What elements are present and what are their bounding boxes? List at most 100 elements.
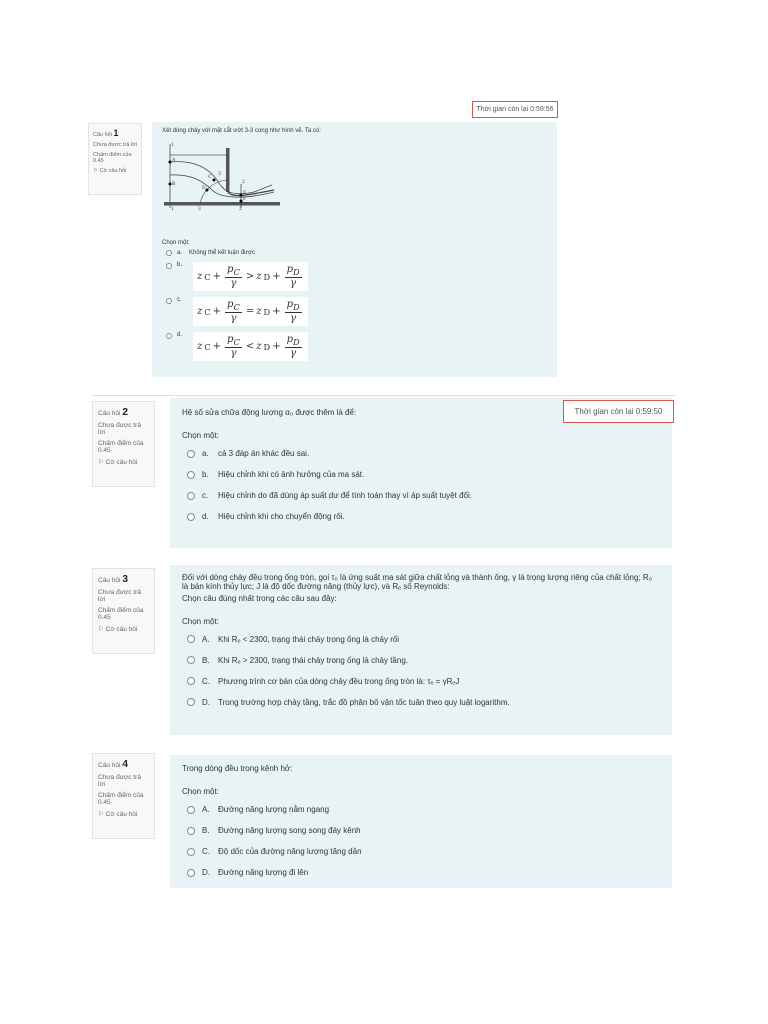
diagram-label: 3 bbox=[198, 206, 201, 210]
option-b[interactable]: B. Đường năng lượng song song đáy kênh bbox=[187, 820, 660, 841]
radio-button[interactable] bbox=[166, 298, 172, 304]
option-letter: c. bbox=[177, 297, 182, 303]
flag-question[interactable]: ⚐ Cờ câu hỏi bbox=[98, 625, 149, 633]
flag-icon: ⚐ bbox=[98, 459, 104, 466]
option-a[interactable]: A. Đường năng lượng nằm ngang bbox=[187, 799, 660, 820]
flag-label: Cờ câu hỏi bbox=[105, 811, 138, 818]
choose-one-label: Chọn một: bbox=[182, 616, 219, 626]
radio-button[interactable] bbox=[187, 512, 195, 521]
flag-icon: ⚐ bbox=[93, 168, 98, 174]
question-grade: Chấm điểm của 0.45 bbox=[98, 440, 144, 454]
flag-icon: ⚐ bbox=[98, 811, 104, 818]
option-letter: D. bbox=[202, 697, 210, 707]
option-d[interactable]: D. Trong trường hợp chảy tầng, trắc đồ ph… bbox=[187, 692, 660, 713]
question-status: Chưa được trả lời bbox=[98, 774, 141, 788]
choose-one-label: Chọn một: bbox=[182, 431, 219, 440]
radio-button[interactable] bbox=[187, 635, 195, 644]
option-text: Độ dốc của đường năng lượng tăng dần bbox=[218, 847, 362, 856]
option-text: Không thể kết luận được bbox=[189, 250, 255, 256]
option-letter: b. bbox=[177, 262, 183, 268]
flag-question[interactable]: ⚐ Cờ câu hỏi bbox=[98, 810, 149, 818]
option-letter: a. bbox=[202, 449, 209, 458]
radio-button[interactable] bbox=[187, 449, 195, 458]
option-text: Đường năng lượng nằm ngang bbox=[218, 805, 330, 814]
flag-label: Cờ câu hỏi bbox=[105, 459, 138, 466]
option-letter: b. bbox=[202, 470, 209, 479]
question-label: Câu hỏi bbox=[98, 762, 121, 769]
radio-button[interactable] bbox=[166, 333, 172, 339]
radio-button[interactable] bbox=[166, 250, 172, 256]
question-text: Đối với dòng chảy đều trong ống tròn, gọ… bbox=[182, 573, 652, 591]
radio-button[interactable] bbox=[187, 491, 195, 500]
flag-question[interactable]: ⚐ Cờ câu hỏi bbox=[93, 168, 137, 174]
option-letter: A. bbox=[202, 805, 210, 814]
option-letter: D. bbox=[202, 868, 210, 877]
radio-button[interactable] bbox=[187, 868, 195, 877]
diagram-label: E bbox=[243, 190, 246, 196]
option-a[interactable]: a. Không thể kết luận được bbox=[166, 250, 547, 256]
question-status: Chưa được trả lời bbox=[98, 422, 141, 436]
option-text: Phương trình cơ bản của dòng chảy đều tr… bbox=[218, 676, 460, 686]
question-number: 2 bbox=[122, 407, 128, 418]
question-text: Trong dòng đều trong kênh hở: bbox=[182, 764, 293, 773]
radio-button[interactable] bbox=[187, 656, 195, 665]
question-content: Hệ số sửa chữa động lượng α₀ được thêm l… bbox=[170, 398, 672, 548]
flow-diagram: 1 A B C D 3 2 E F 1 3 2 bbox=[164, 142, 280, 212]
option-b[interactable]: b. Hiệu chỉnh khi có ảnh hưởng của ma sát… bbox=[187, 464, 660, 485]
diagram-label: F bbox=[243, 196, 246, 202]
question-text: Hệ số sửa chữa động lượng α₀ được thêm l… bbox=[182, 408, 357, 417]
option-b[interactable]: B. Khi Rₑ > 2300, trạng thái chảy trong ố… bbox=[187, 650, 660, 671]
question-info: Câu hỏi 4 Chưa được trả lời Chấm điểm củ… bbox=[92, 753, 155, 839]
flag-question[interactable]: ⚐ Cờ câu hỏi bbox=[98, 458, 149, 466]
diagram-label: D bbox=[202, 185, 206, 191]
radio-button[interactable] bbox=[187, 677, 195, 686]
option-b[interactable]: b. z C + pC γ > z D + pD γ bbox=[166, 262, 547, 291]
option-letter: c. bbox=[202, 491, 209, 500]
radio-button[interactable] bbox=[187, 698, 195, 707]
question-status: Chưa được trả lời bbox=[98, 589, 141, 603]
formula: z C + pC γ < z D + pD γ bbox=[193, 332, 308, 361]
option-a[interactable]: a. cả 3 đáp án khác đều sai. bbox=[187, 443, 660, 464]
option-letter: A. bbox=[202, 634, 210, 644]
question-status: Chưa được trả lời bbox=[93, 142, 137, 148]
option-text: Hiệu chỉnh do đã dùng áp suất dư để tính… bbox=[218, 491, 472, 500]
question-label: Câu hỏi bbox=[98, 577, 121, 584]
question-content: Xét dòng chảy với mặt cắt ướt 3-3 cong n… bbox=[152, 122, 557, 377]
diagram-label: B bbox=[172, 181, 176, 187]
question-grade: Chấm điểm của 0.45 bbox=[93, 152, 132, 164]
question-content: Trong dòng đều trong kênh hở: Chọn một: … bbox=[170, 755, 672, 888]
diagram-label: C bbox=[208, 174, 212, 180]
radio-button[interactable] bbox=[187, 826, 195, 835]
flag-label: Cờ câu hỏi bbox=[105, 626, 138, 633]
question-grade: Chấm điểm của 0.45 bbox=[98, 792, 144, 806]
option-text: Hiệu chỉnh khi cho chuyển động rối. bbox=[218, 512, 345, 521]
option-d[interactable]: d. Hiệu chỉnh khi cho chuyển động rối. bbox=[187, 506, 660, 527]
option-c[interactable]: C. Phương trình cơ bản của dòng chảy đều … bbox=[187, 671, 660, 692]
question-grade: Chấm điểm của 0.45 bbox=[98, 607, 144, 621]
radio-button[interactable] bbox=[187, 805, 195, 814]
option-letter: d. bbox=[177, 332, 183, 338]
question-text: Xét dòng chảy với mặt cắt ướt 3-3 cong n… bbox=[162, 128, 321, 134]
question-info: Câu hỏi 3 Chưa được trả lời Chấm điểm củ… bbox=[92, 568, 155, 654]
question-number: 4 bbox=[122, 759, 128, 770]
diagram-label: 2 bbox=[239, 206, 242, 210]
option-a[interactable]: A. Khi Rₑ < 2300, trạng thái chảy trong ố… bbox=[187, 629, 660, 650]
option-letter: a. bbox=[177, 250, 183, 256]
option-c[interactable]: c. z C + pC γ = z D + pD γ bbox=[166, 297, 547, 326]
question-info: Câu hỏi 1 Chưa được trả lời Chấm điểm củ… bbox=[88, 123, 142, 195]
divider bbox=[92, 395, 676, 396]
choose-one-label: Chọn một: bbox=[182, 787, 219, 796]
option-c[interactable]: c. Hiệu chỉnh do đã dùng áp suất dư để tí… bbox=[187, 485, 660, 506]
option-d[interactable]: D. Đường năng lượng đi lên bbox=[187, 862, 660, 883]
option-c[interactable]: C. Độ dốc của đường năng lượng tăng dần bbox=[187, 841, 660, 862]
radio-button[interactable] bbox=[187, 847, 195, 856]
option-letter: C. bbox=[202, 847, 210, 856]
radio-button[interactable] bbox=[187, 470, 195, 479]
option-text: Đường năng lượng song song đáy kênh bbox=[218, 826, 361, 835]
option-d[interactable]: d. z C + pC γ < z D + pD γ bbox=[166, 332, 547, 361]
option-text: Trong trường hợp chảy tầng, trắc đồ phân… bbox=[218, 697, 510, 707]
formula: z C + pC γ = z D + pD γ bbox=[193, 297, 308, 326]
radio-button[interactable] bbox=[166, 263, 172, 269]
option-text: Khi Rₑ < 2300, trạng thái chảy trong ống… bbox=[218, 634, 400, 644]
option-letter: B. bbox=[202, 655, 210, 665]
